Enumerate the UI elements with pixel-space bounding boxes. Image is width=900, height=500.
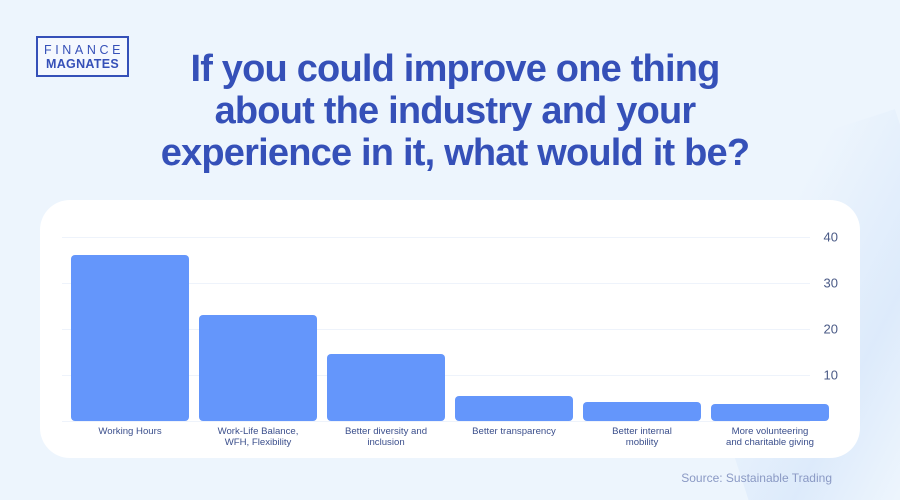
- x-axis-label-line: and charitable giving: [725, 436, 814, 448]
- chart-title: If you could improve one thing about the…: [160, 48, 750, 174]
- gridline: [62, 237, 810, 238]
- finance-magnates-logo: FINANCE MAGNATES: [36, 36, 129, 77]
- source-note: Source: Sustainable Trading: [681, 471, 832, 485]
- x-axis-label: Better transparency: [450, 426, 578, 438]
- y-tick-label: 30: [823, 275, 838, 291]
- gridline: [62, 329, 810, 330]
- x-axis-label-line: inclusion: [367, 436, 405, 448]
- x-axis-label: More volunteering and charitable giving: [706, 426, 834, 448]
- gridline: [62, 283, 810, 284]
- y-tick-label: 40: [823, 229, 838, 245]
- logo-line-1: FINANCE: [43, 42, 125, 57]
- x-axis-label: Better diversity and inclusion: [322, 426, 450, 448]
- x-axis-label: Working Hours: [66, 426, 194, 438]
- x-axis-label-line: WFH, Flexibility: [224, 436, 292, 448]
- bar[interactable]: [455, 395, 573, 421]
- x-axis-label-line: mobility: [625, 436, 659, 448]
- bar[interactable]: [71, 255, 189, 421]
- x-axis-label-line: Better diversity and: [344, 426, 428, 437]
- baseline: [62, 421, 810, 422]
- x-axis-label-line: Better transparency: [472, 426, 556, 437]
- y-tick-label: 20: [823, 321, 838, 337]
- bar[interactable]: [583, 401, 701, 421]
- x-axis-label-line: Work-Life Balance,: [217, 426, 299, 437]
- x-axis-label: Work-Life Balance, WFH, Flexibility: [194, 426, 322, 448]
- x-axis-label-line: More volunteering: [731, 426, 809, 437]
- x-axis-label-line: Better internal: [612, 426, 672, 437]
- x-axis-label: Better internal mobility: [578, 426, 706, 448]
- bar[interactable]: [199, 315, 317, 421]
- x-axis-label-line: Working Hours: [98, 426, 162, 437]
- y-tick-label: 10: [823, 367, 838, 383]
- bar[interactable]: [327, 354, 445, 421]
- logo-line-2: MAGNATES: [46, 56, 119, 71]
- bar[interactable]: [711, 403, 829, 421]
